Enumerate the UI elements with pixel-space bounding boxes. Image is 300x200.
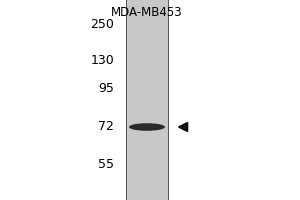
Bar [0,0,126,200]
Text: 130: 130 [90,53,114,66]
Bar [126,0,168,200]
Polygon shape [178,122,188,132]
Text: 72: 72 [98,119,114,132]
Text: 55: 55 [98,158,114,170]
Text: MDA-MB453: MDA-MB453 [111,6,183,19]
Bar [168,0,300,200]
Text: 95: 95 [98,82,114,95]
Text: 250: 250 [90,18,114,30]
Ellipse shape [129,123,165,131]
